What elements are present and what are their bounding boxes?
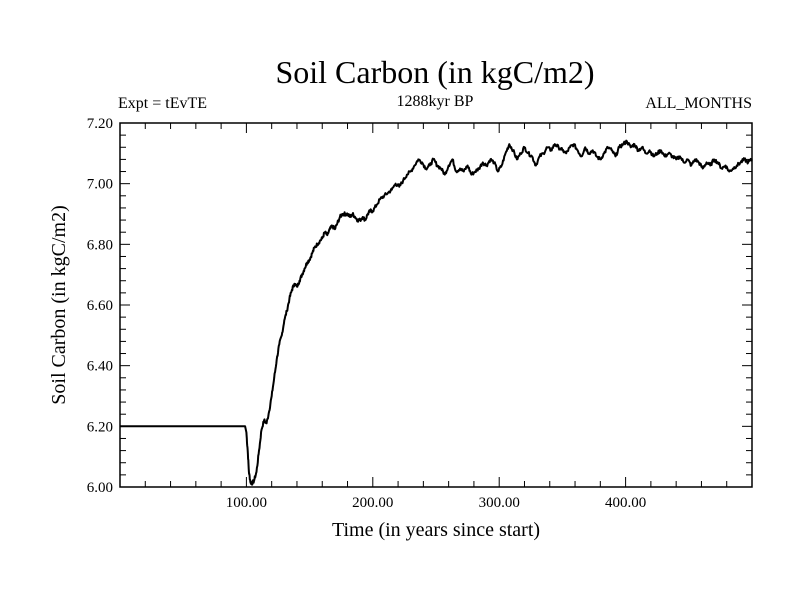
axis-ticks [120,123,752,487]
y-tick-label: 6.00 [87,480,113,496]
x-tick-label: 200.00 [352,495,393,511]
y-tick-label: 7.00 [87,177,113,193]
axis-tick-labels: 100.00 200.00 300.00 400.00 6.00 6.20 6.40 6.60… [87,116,646,511]
x-tick-label: 300.00 [479,495,520,511]
y-tick-label: 6.40 [87,359,113,375]
experiment-label: Expt = tEvTE [118,95,207,112]
y-tick-label: 7.20 [87,116,113,132]
y-tick-label: 6.80 [87,237,113,253]
x-tick-label: 100.00 [226,495,267,511]
soil-carbon-series-line [120,139,753,486]
x-tick-label: 400.00 [605,495,646,511]
plot-frame [119,122,753,488]
y-axis-label: Soil Carbon (in kgC/m2) [48,205,70,404]
y-tick-label: 6.20 [87,419,113,435]
x-axis-label: Time (in years since start) [332,519,540,541]
y-tick-label: 6.60 [87,298,113,314]
time-period-label: 1288kyr BP [397,93,474,110]
chart-title: Soil Carbon (in kgC/m2) [275,54,594,90]
months-label: ALL_MONTHS [645,95,752,112]
